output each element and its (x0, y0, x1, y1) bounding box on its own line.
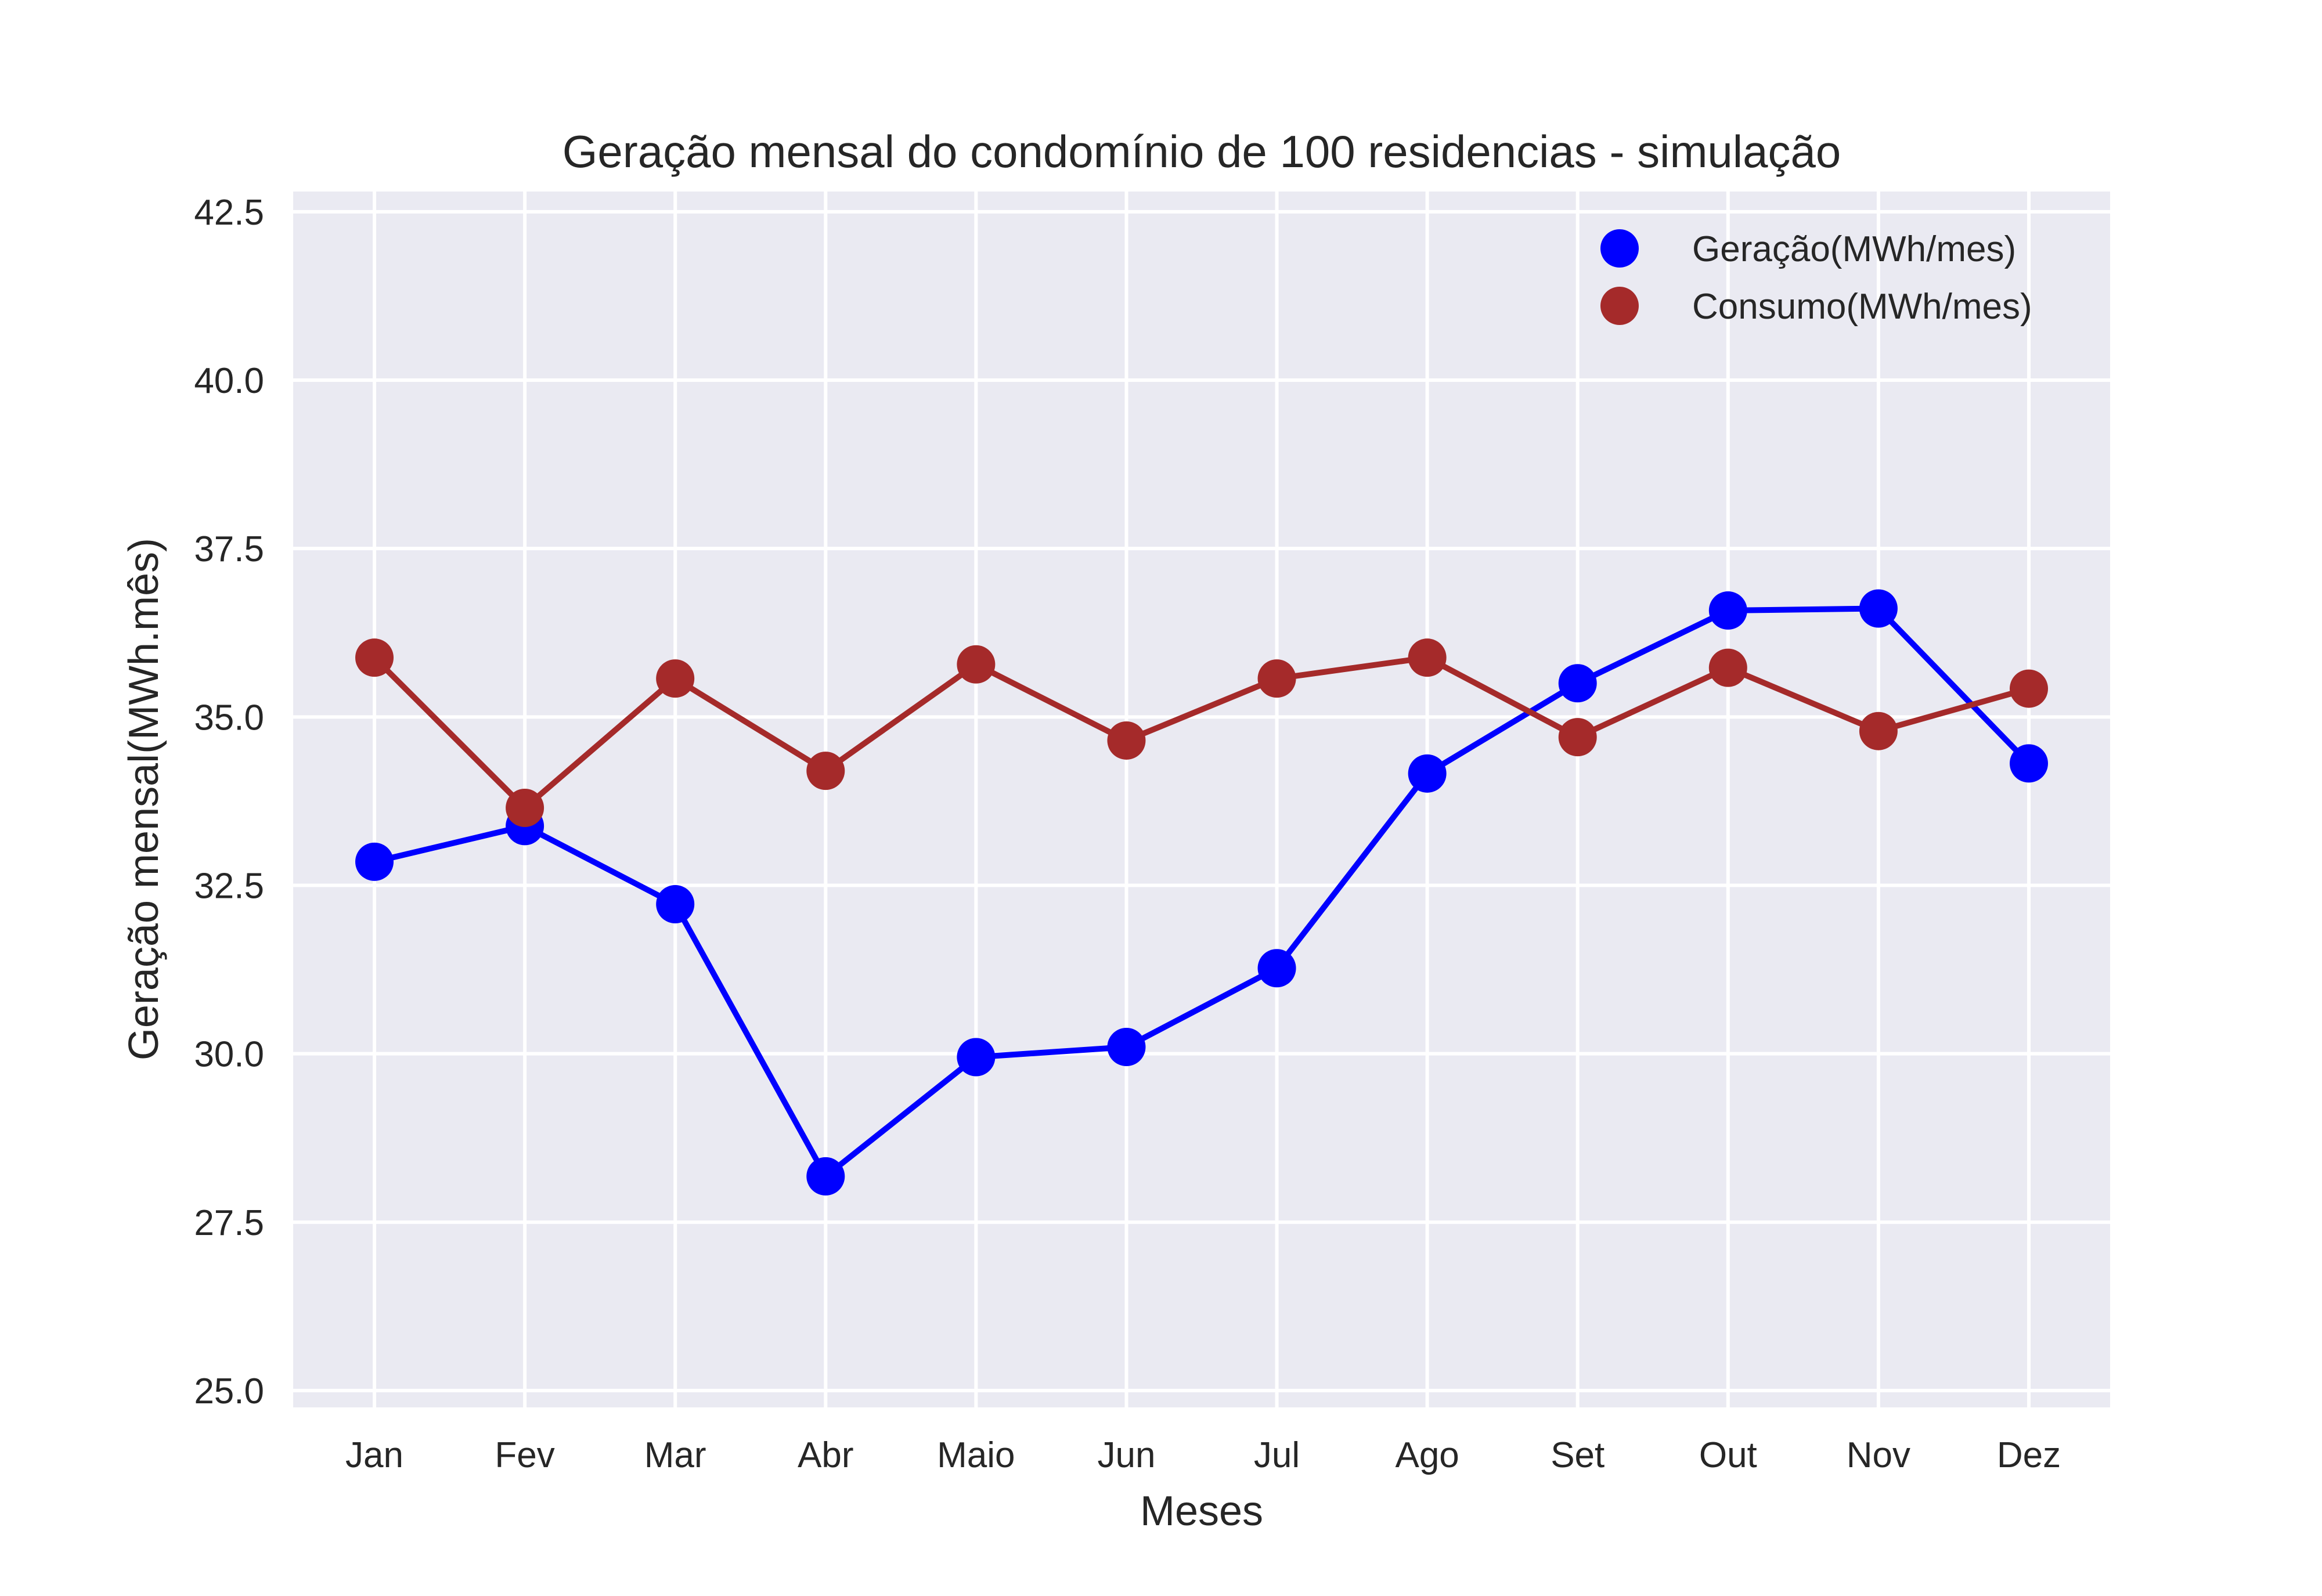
data-point (1107, 721, 1146, 760)
data-point (1257, 949, 1296, 988)
x-tick-label: Ago (1395, 1435, 1459, 1475)
legend-marker (1600, 229, 1639, 268)
x-tick-label: Abr (798, 1435, 853, 1475)
grid (293, 192, 2110, 1407)
series-line (372, 655, 2030, 811)
y-tick-label: 25.0 (194, 1371, 264, 1411)
plot-area (293, 192, 2110, 1407)
data-point (1107, 1028, 1146, 1067)
y-tick-label: 30.0 (194, 1035, 264, 1075)
data-point (1859, 589, 1898, 628)
data-point (1558, 718, 1597, 757)
x-tick-label: Jun (1097, 1435, 1155, 1475)
data-point (806, 752, 845, 790)
data-point (656, 884, 695, 923)
data-point (1708, 591, 1747, 630)
series (355, 589, 2048, 1196)
legend-label: Geração(MWh/mes) (1692, 229, 2016, 269)
y-tick-labels: 25.0 27.5 30.0 32.5 35.0 37.5 40.0 42.5 (194, 193, 264, 1411)
x-tick-label: Jan (345, 1435, 403, 1475)
data-point (806, 1157, 845, 1196)
data-point (957, 1038, 996, 1077)
data-point (1708, 648, 1747, 687)
data-point (2010, 744, 2048, 783)
data-point (656, 659, 695, 698)
x-tick-label: Nov (1847, 1435, 1910, 1475)
series-2 (355, 638, 2048, 828)
legend: Geração(MWh/mes) Consumo(MWh/mes) (1600, 229, 2032, 327)
x-axis-title: Meses (1140, 1488, 1263, 1534)
x-tick-labels: Jan Fev Mar Abr Maio Jun Jul Ago Set Out Nov Dez (345, 1435, 2061, 1475)
data-point (506, 789, 545, 828)
x-tick-label: Fev (495, 1435, 554, 1475)
data-point (1408, 754, 1447, 793)
y-tick-label: 35.0 (194, 698, 264, 738)
data-point (1257, 659, 1296, 698)
data-point (2010, 669, 2048, 708)
y-tick-label: 27.5 (194, 1203, 264, 1243)
data-point (957, 645, 996, 684)
x-tick-label: Dez (1997, 1435, 2061, 1475)
y-tick-label: 42.5 (194, 193, 264, 233)
x-tick-label: Out (1699, 1435, 1757, 1475)
data-point (355, 638, 394, 677)
x-tick-label: Mar (644, 1435, 706, 1475)
y-tick-label: 40.0 (194, 361, 264, 401)
x-tick-label: Maio (937, 1435, 1015, 1475)
data-point (1408, 638, 1447, 677)
data-point (1558, 664, 1597, 703)
y-tick-label: 32.5 (194, 866, 264, 906)
data-point (355, 842, 394, 881)
data-point (1859, 712, 1898, 750)
x-tick-label: Jul (1254, 1435, 1300, 1475)
legend-label: Consumo(MWh/mes) (1692, 287, 2032, 327)
chart-title: Geração mensal do condomínio de 100 resi… (563, 126, 1841, 177)
y-axis-title: Geração mensal(MWh.mês) (121, 538, 167, 1060)
legend-marker (1600, 287, 1639, 325)
series-line (373, 605, 2031, 1179)
y-tick-label: 37.5 (194, 529, 264, 569)
x-tick-label: Set (1551, 1435, 1605, 1475)
